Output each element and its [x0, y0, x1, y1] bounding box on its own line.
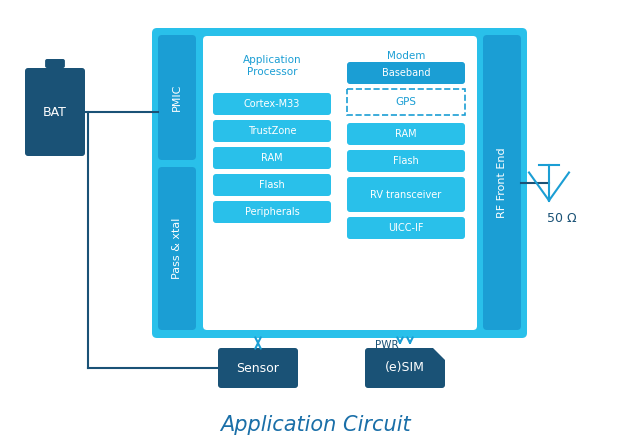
Text: Peripherals: Peripherals — [244, 207, 299, 217]
Text: RAM: RAM — [395, 129, 417, 139]
FancyBboxPatch shape — [45, 59, 65, 68]
Text: Modem: Modem — [387, 51, 425, 61]
FancyBboxPatch shape — [365, 348, 445, 388]
Text: TrustZone: TrustZone — [248, 126, 296, 136]
FancyBboxPatch shape — [158, 167, 196, 330]
FancyBboxPatch shape — [347, 177, 465, 212]
Bar — [347, 89, 465, 115]
FancyBboxPatch shape — [152, 28, 527, 338]
Text: BAT: BAT — [43, 105, 67, 118]
FancyBboxPatch shape — [208, 42, 336, 324]
Polygon shape — [433, 348, 445, 360]
Text: Cortex-M33: Cortex-M33 — [244, 99, 300, 109]
Text: GPS: GPS — [396, 97, 416, 107]
FancyBboxPatch shape — [213, 174, 331, 196]
Text: Flash: Flash — [393, 156, 419, 166]
FancyBboxPatch shape — [342, 42, 470, 324]
FancyBboxPatch shape — [347, 123, 465, 145]
Text: 50 Ω: 50 Ω — [547, 213, 576, 226]
Text: Flash: Flash — [259, 180, 285, 190]
Text: RF Front End: RF Front End — [497, 147, 507, 218]
FancyBboxPatch shape — [25, 68, 85, 156]
FancyBboxPatch shape — [483, 35, 521, 330]
Text: Baseband: Baseband — [382, 68, 430, 78]
Text: Pass & xtal: Pass & xtal — [172, 218, 182, 279]
FancyBboxPatch shape — [158, 35, 196, 160]
FancyBboxPatch shape — [347, 150, 465, 172]
Text: RV transceiver: RV transceiver — [370, 190, 442, 199]
Text: nRF91 SoC: nRF91 SoC — [287, 40, 392, 60]
Text: PWR: PWR — [375, 340, 399, 350]
FancyBboxPatch shape — [213, 120, 331, 142]
FancyBboxPatch shape — [213, 93, 331, 115]
Text: Sensor: Sensor — [236, 361, 280, 375]
FancyBboxPatch shape — [213, 147, 331, 169]
Text: RAM: RAM — [261, 153, 283, 163]
Text: UICC-IF: UICC-IF — [388, 223, 424, 233]
FancyBboxPatch shape — [218, 348, 298, 388]
FancyBboxPatch shape — [203, 36, 477, 330]
Text: (e)SIM: (e)SIM — [385, 361, 425, 375]
Text: Application
Processor: Application Processor — [243, 55, 301, 77]
FancyBboxPatch shape — [347, 217, 465, 239]
Text: Application Circuit: Application Circuit — [220, 415, 410, 435]
FancyBboxPatch shape — [213, 201, 331, 223]
Text: PMIC: PMIC — [172, 84, 182, 111]
FancyBboxPatch shape — [347, 62, 465, 84]
